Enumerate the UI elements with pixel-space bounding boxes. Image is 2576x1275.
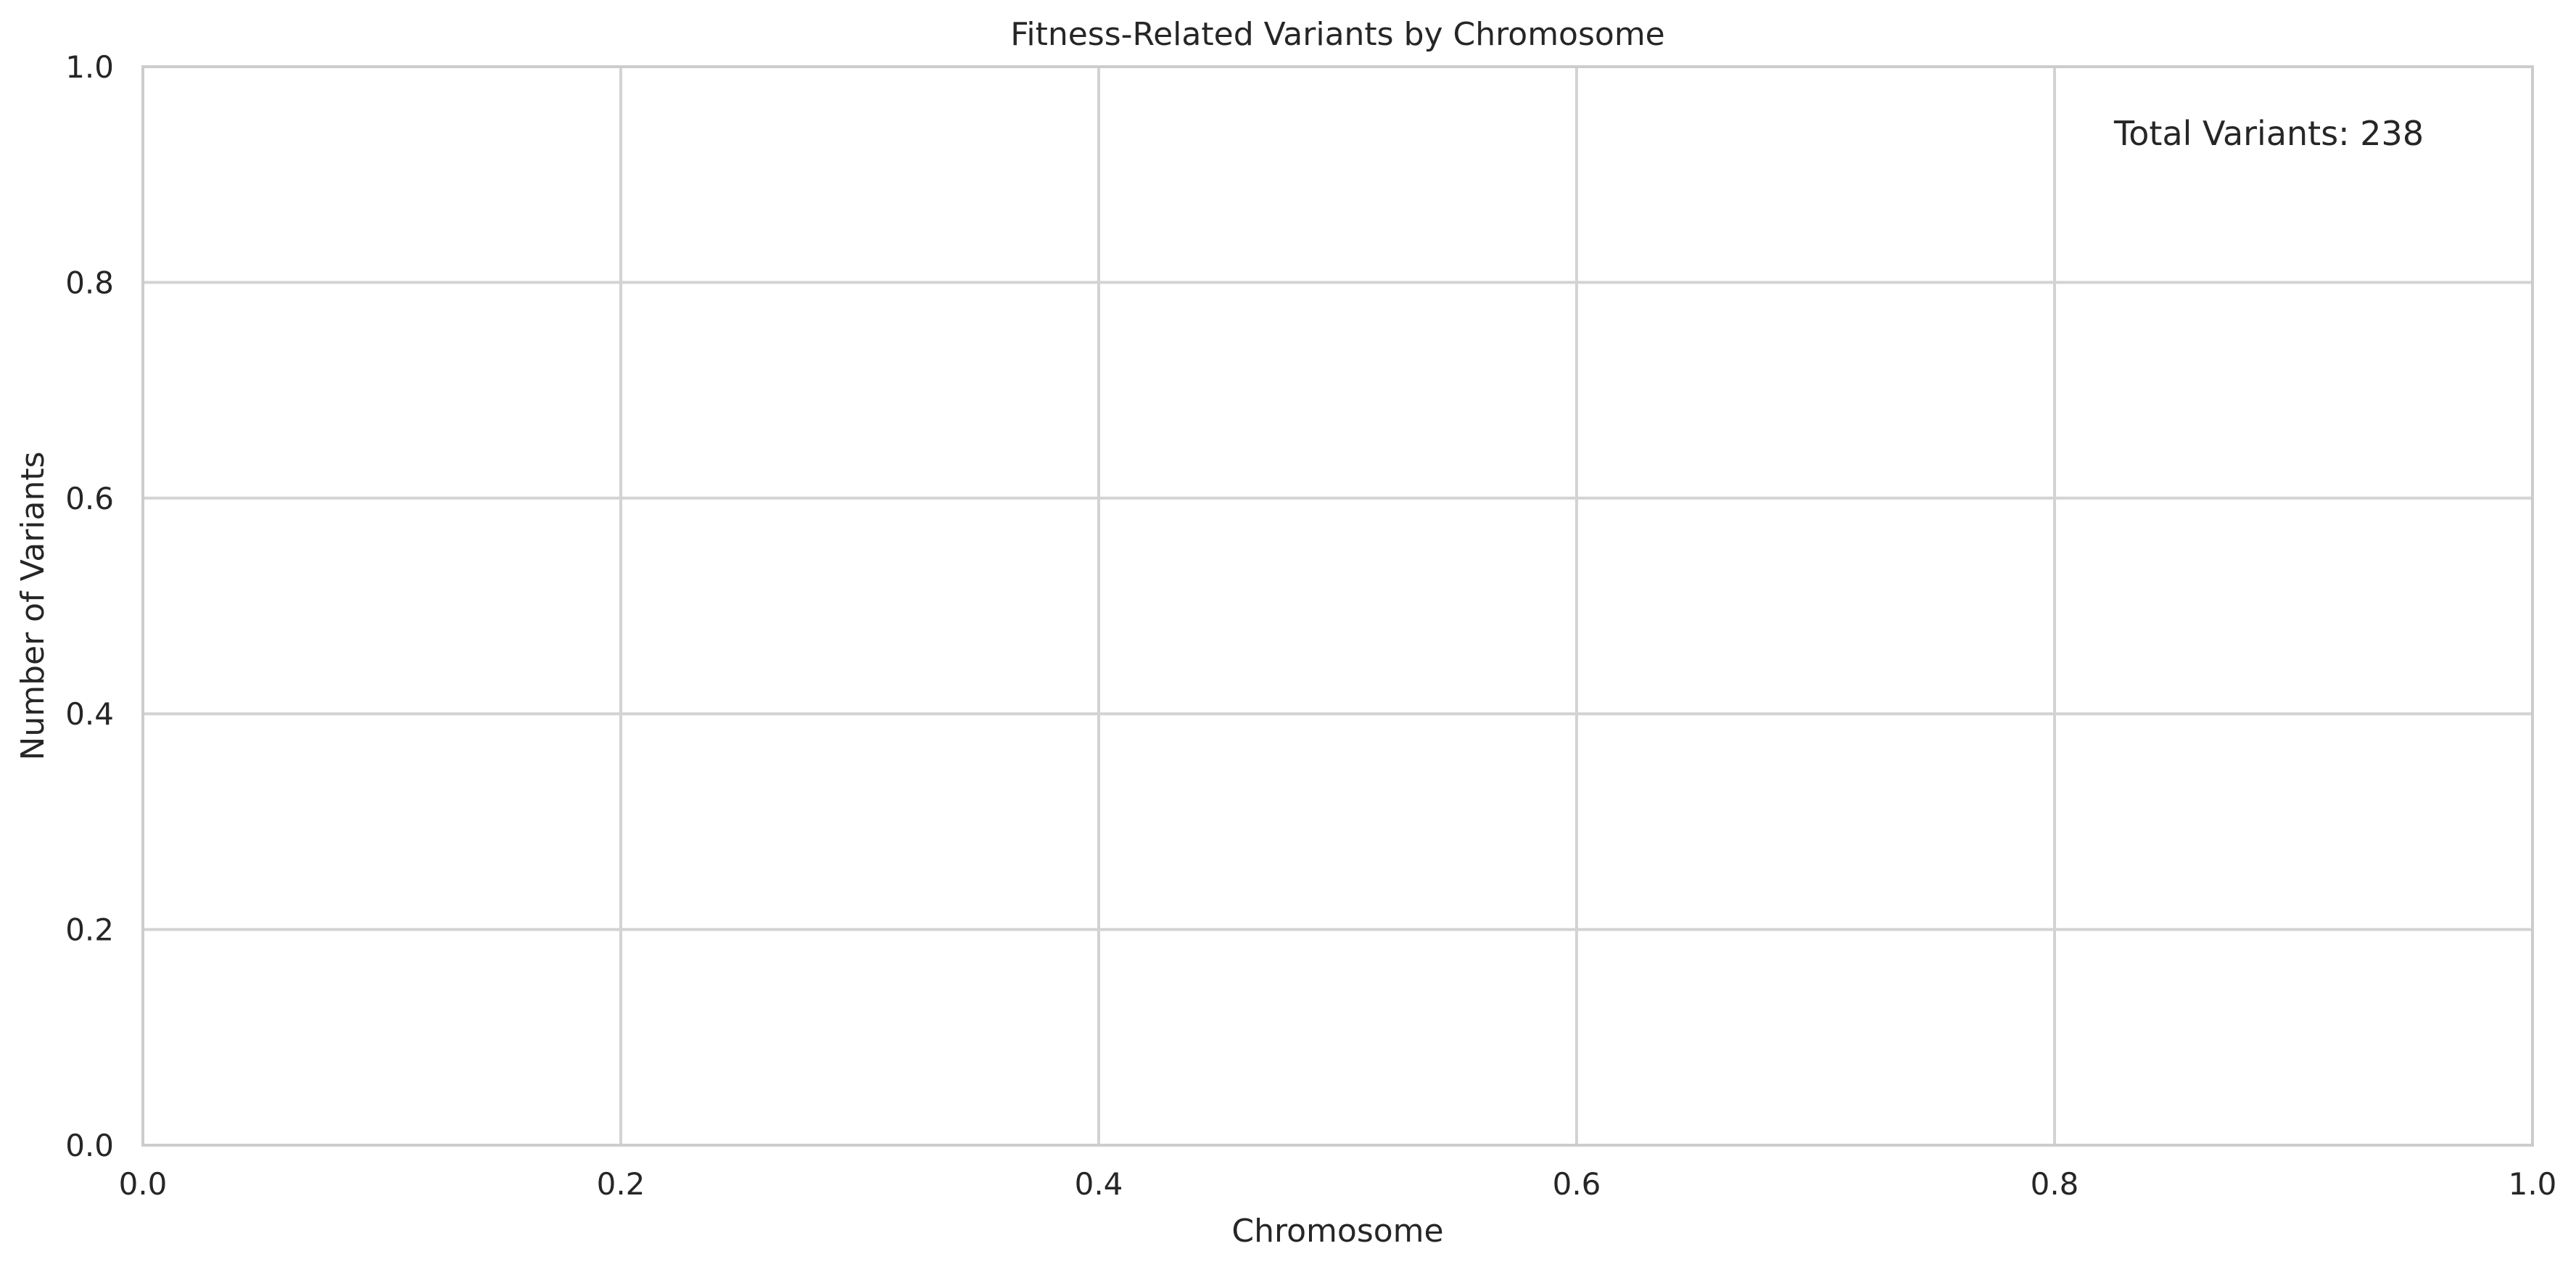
y-tick-label: 0.4	[65, 696, 114, 732]
x-tick-label: 0.0	[119, 1166, 168, 1202]
x-tick-label: 0.6	[1553, 1166, 1601, 1202]
chart-title: Fitness-Related Variants by Chromosome	[1010, 16, 1665, 53]
x-tick-label: 0.2	[597, 1166, 645, 1202]
total-variants-annotation: Total Variants: 238	[2113, 114, 2424, 153]
x-tick-label: 0.4	[1075, 1166, 1123, 1202]
tick-labels: 0.0 0.2 0.4 0.6 0.8 1.0 0.0 0.2 0.4 0.6 0.8 1.0	[65, 49, 2556, 1202]
x-tick-label: 1.0	[2509, 1166, 2557, 1202]
y-tick-label: 0.8	[65, 265, 114, 300]
x-axis-label: Chromosome	[1231, 1213, 1443, 1250]
y-tick-label: 1.0	[65, 49, 114, 85]
x-tick-label: 0.8	[2031, 1166, 2079, 1202]
y-tick-label: 0.6	[65, 481, 114, 516]
plot-area-frame	[141, 65, 2534, 1147]
y-tick-label: 0.2	[65, 912, 114, 948]
grid-layer	[143, 67, 2532, 1145]
y-tick-label: 0.0	[65, 1128, 114, 1163]
y-axis-label: Number of Variants	[15, 451, 51, 760]
